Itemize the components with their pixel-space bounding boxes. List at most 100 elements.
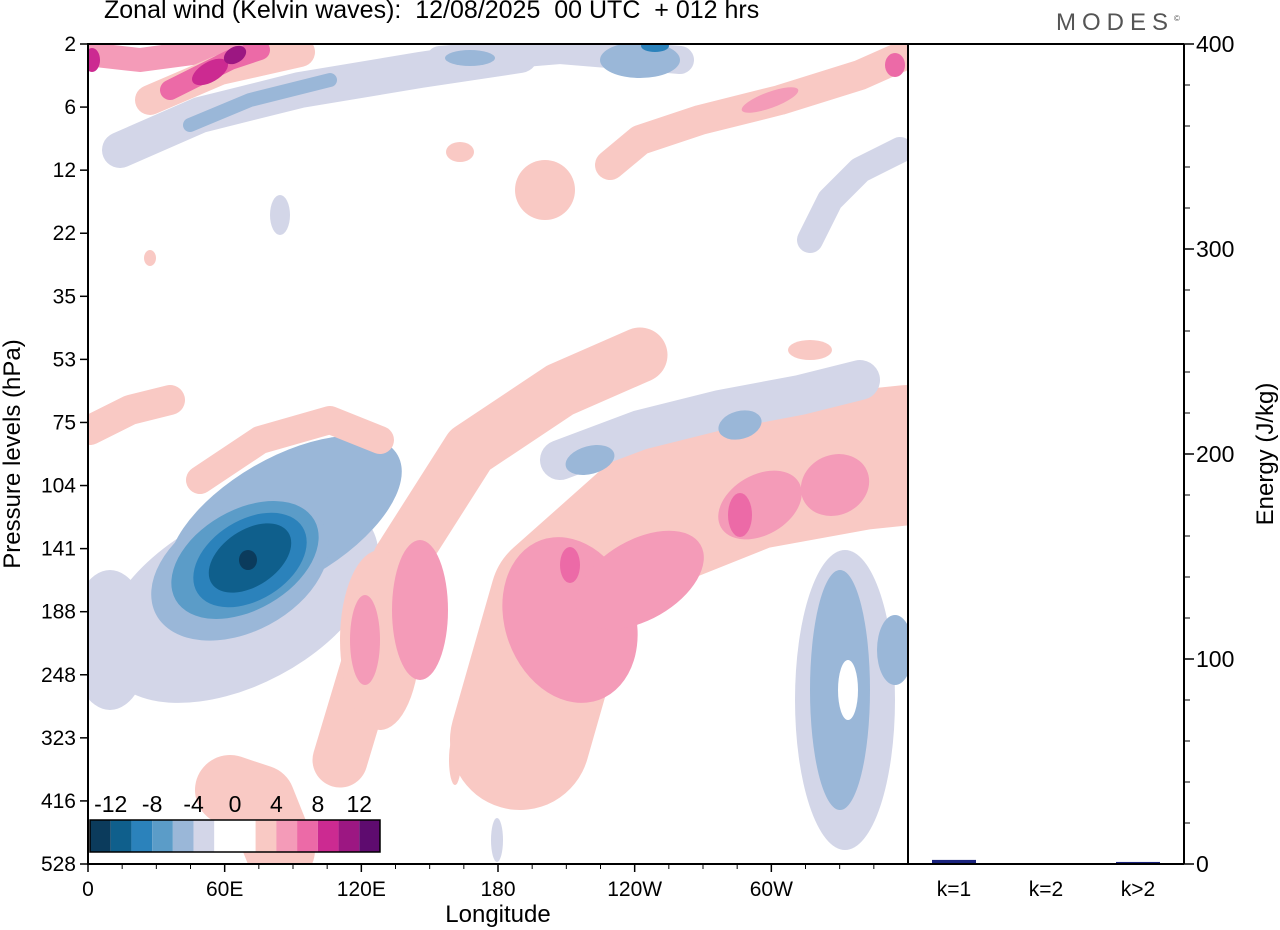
contour-patch (885, 53, 905, 77)
y-tick-label: 2 (64, 33, 76, 56)
contour-patch (565, 445, 615, 475)
x-tick-label: 60W (750, 878, 793, 901)
colorbar-swatch (255, 820, 277, 852)
contour-patch (350, 595, 380, 685)
contour-streak (183, 73, 337, 132)
x-tick-label: 120W (607, 878, 662, 901)
heatmap-x-axis: 0 60E 120E 180 120W 60W (82, 864, 875, 901)
energy-tick-label: 400 (1196, 31, 1234, 57)
contour-patch (460, 450, 480, 470)
y-axis-label: Pressure levels (hPa) (0, 339, 26, 568)
contour-patch (191, 58, 229, 86)
y-tick-label: 416 (41, 790, 76, 813)
y-tick-label: 104 (41, 475, 76, 498)
colorbar-tick-label: 8 (311, 791, 324, 817)
y-tick-label: 6 (64, 96, 76, 119)
contour-patch (641, 44, 669, 52)
energy-category-label: k>2 (1121, 878, 1155, 901)
heatmap-y-axis: 2 6 12 22 35 53 75 104 141 188 248 323 416 528 (41, 33, 88, 876)
contour-patch (760, 806, 780, 854)
contour-patch (446, 142, 474, 162)
contour-patch (718, 410, 762, 440)
x-tick-label: 0 (82, 878, 94, 901)
contour-patch (223, 45, 247, 65)
x-tick-label: 180 (480, 878, 515, 901)
contour-patch (88, 48, 100, 72)
y-tick-label: 141 (41, 538, 76, 561)
colorbar-swatch (214, 820, 235, 852)
contour-patch (144, 250, 156, 266)
contour-patch (270, 195, 290, 235)
contour-patch (449, 735, 461, 785)
contour-plot (87, 43, 909, 865)
energy-tick-label: 300 (1196, 236, 1234, 262)
contour-patch (392, 540, 448, 680)
contour-patch (800, 454, 870, 516)
contour-patch (560, 547, 580, 583)
contour-streak (797, 137, 908, 253)
y-tick-label: 528 (41, 853, 76, 876)
contour-patch (576, 530, 704, 630)
colorbar-tick-label: 0 (229, 791, 242, 817)
y-tick-label: 323 (41, 727, 76, 750)
energy-category-label: k=1 (937, 878, 971, 901)
colorbar-tick-label: -8 (142, 791, 162, 817)
colorbar-swatch (172, 820, 194, 852)
colorbar-swatch (152, 820, 173, 852)
contour-patch (88, 570, 150, 710)
contour-patch (600, 44, 680, 78)
colorbar-swatch (276, 820, 298, 852)
contour-patch (239, 550, 257, 570)
colorbar-swatch (297, 820, 318, 852)
colorbar-swatch (235, 820, 256, 852)
x-tick-label: 120E (337, 878, 386, 901)
chart-title: Zonal wind (Kelvin waves): 12/08/2025 00… (104, 0, 760, 24)
colorbar-swatch (359, 820, 380, 852)
y-tick-label: 75 (53, 411, 76, 434)
contour-patch (728, 493, 752, 537)
brand-mark: © (1174, 14, 1180, 23)
contour-patch (788, 340, 832, 360)
colorbar-swatch (317, 820, 339, 852)
colorbar-tick-label: 4 (270, 791, 283, 817)
energy-y-axis: 0 100 200 300 400 (1184, 31, 1234, 877)
y-tick-label: 35 (53, 285, 76, 308)
y-tick-label: 248 (41, 664, 76, 687)
x-axis-label: Longitude (445, 901, 550, 928)
y-tick-label: 188 (41, 601, 76, 624)
x-tick-label: 60E (206, 878, 243, 901)
y-tick-label: 53 (53, 348, 76, 371)
contour-patch (515, 160, 575, 220)
energy-tick-label: 100 (1196, 646, 1234, 672)
contour-patch (491, 818, 503, 862)
colorbar-tick-label: -12 (94, 791, 127, 817)
colorbar-tick-label: -4 (183, 791, 204, 817)
energy-bar (1116, 861, 1160, 864)
colorbar-swatch (338, 820, 360, 852)
colorbar-frame (89, 819, 381, 853)
contour-patch (877, 615, 908, 685)
colorbar: -12 -8 -4 0 4 8 12 (89, 791, 381, 853)
contour-streak (540, 360, 880, 480)
brand-logo: MODES© (1056, 9, 1180, 36)
energy-x-axis: k=1 k=2 k>2 (937, 878, 1155, 901)
y-tick-label: 22 (53, 222, 76, 245)
colorbar-swatch (131, 820, 153, 852)
contour-patch (741, 87, 799, 113)
contour-patch (445, 50, 495, 66)
energy-tick-label: 0 (1196, 851, 1209, 877)
colorbar-tick-label: 12 (346, 791, 372, 817)
colorbar-swatch (110, 820, 132, 852)
energy-bar (932, 859, 976, 864)
energy-axis-label: Energy (J/kg) (1252, 383, 1279, 526)
contour-streak (88, 385, 185, 445)
energy-category-label: k=2 (1029, 878, 1063, 901)
energy-bar-chart (907, 43, 1185, 865)
contour-streak (186, 406, 394, 494)
y-tick-label: 12 (53, 159, 76, 182)
contour-patch (838, 660, 858, 720)
energy-tick-label: 200 (1196, 441, 1234, 467)
contour-streak (88, 44, 242, 72)
contour-streak (595, 44, 908, 180)
colorbar-swatch (193, 820, 215, 852)
